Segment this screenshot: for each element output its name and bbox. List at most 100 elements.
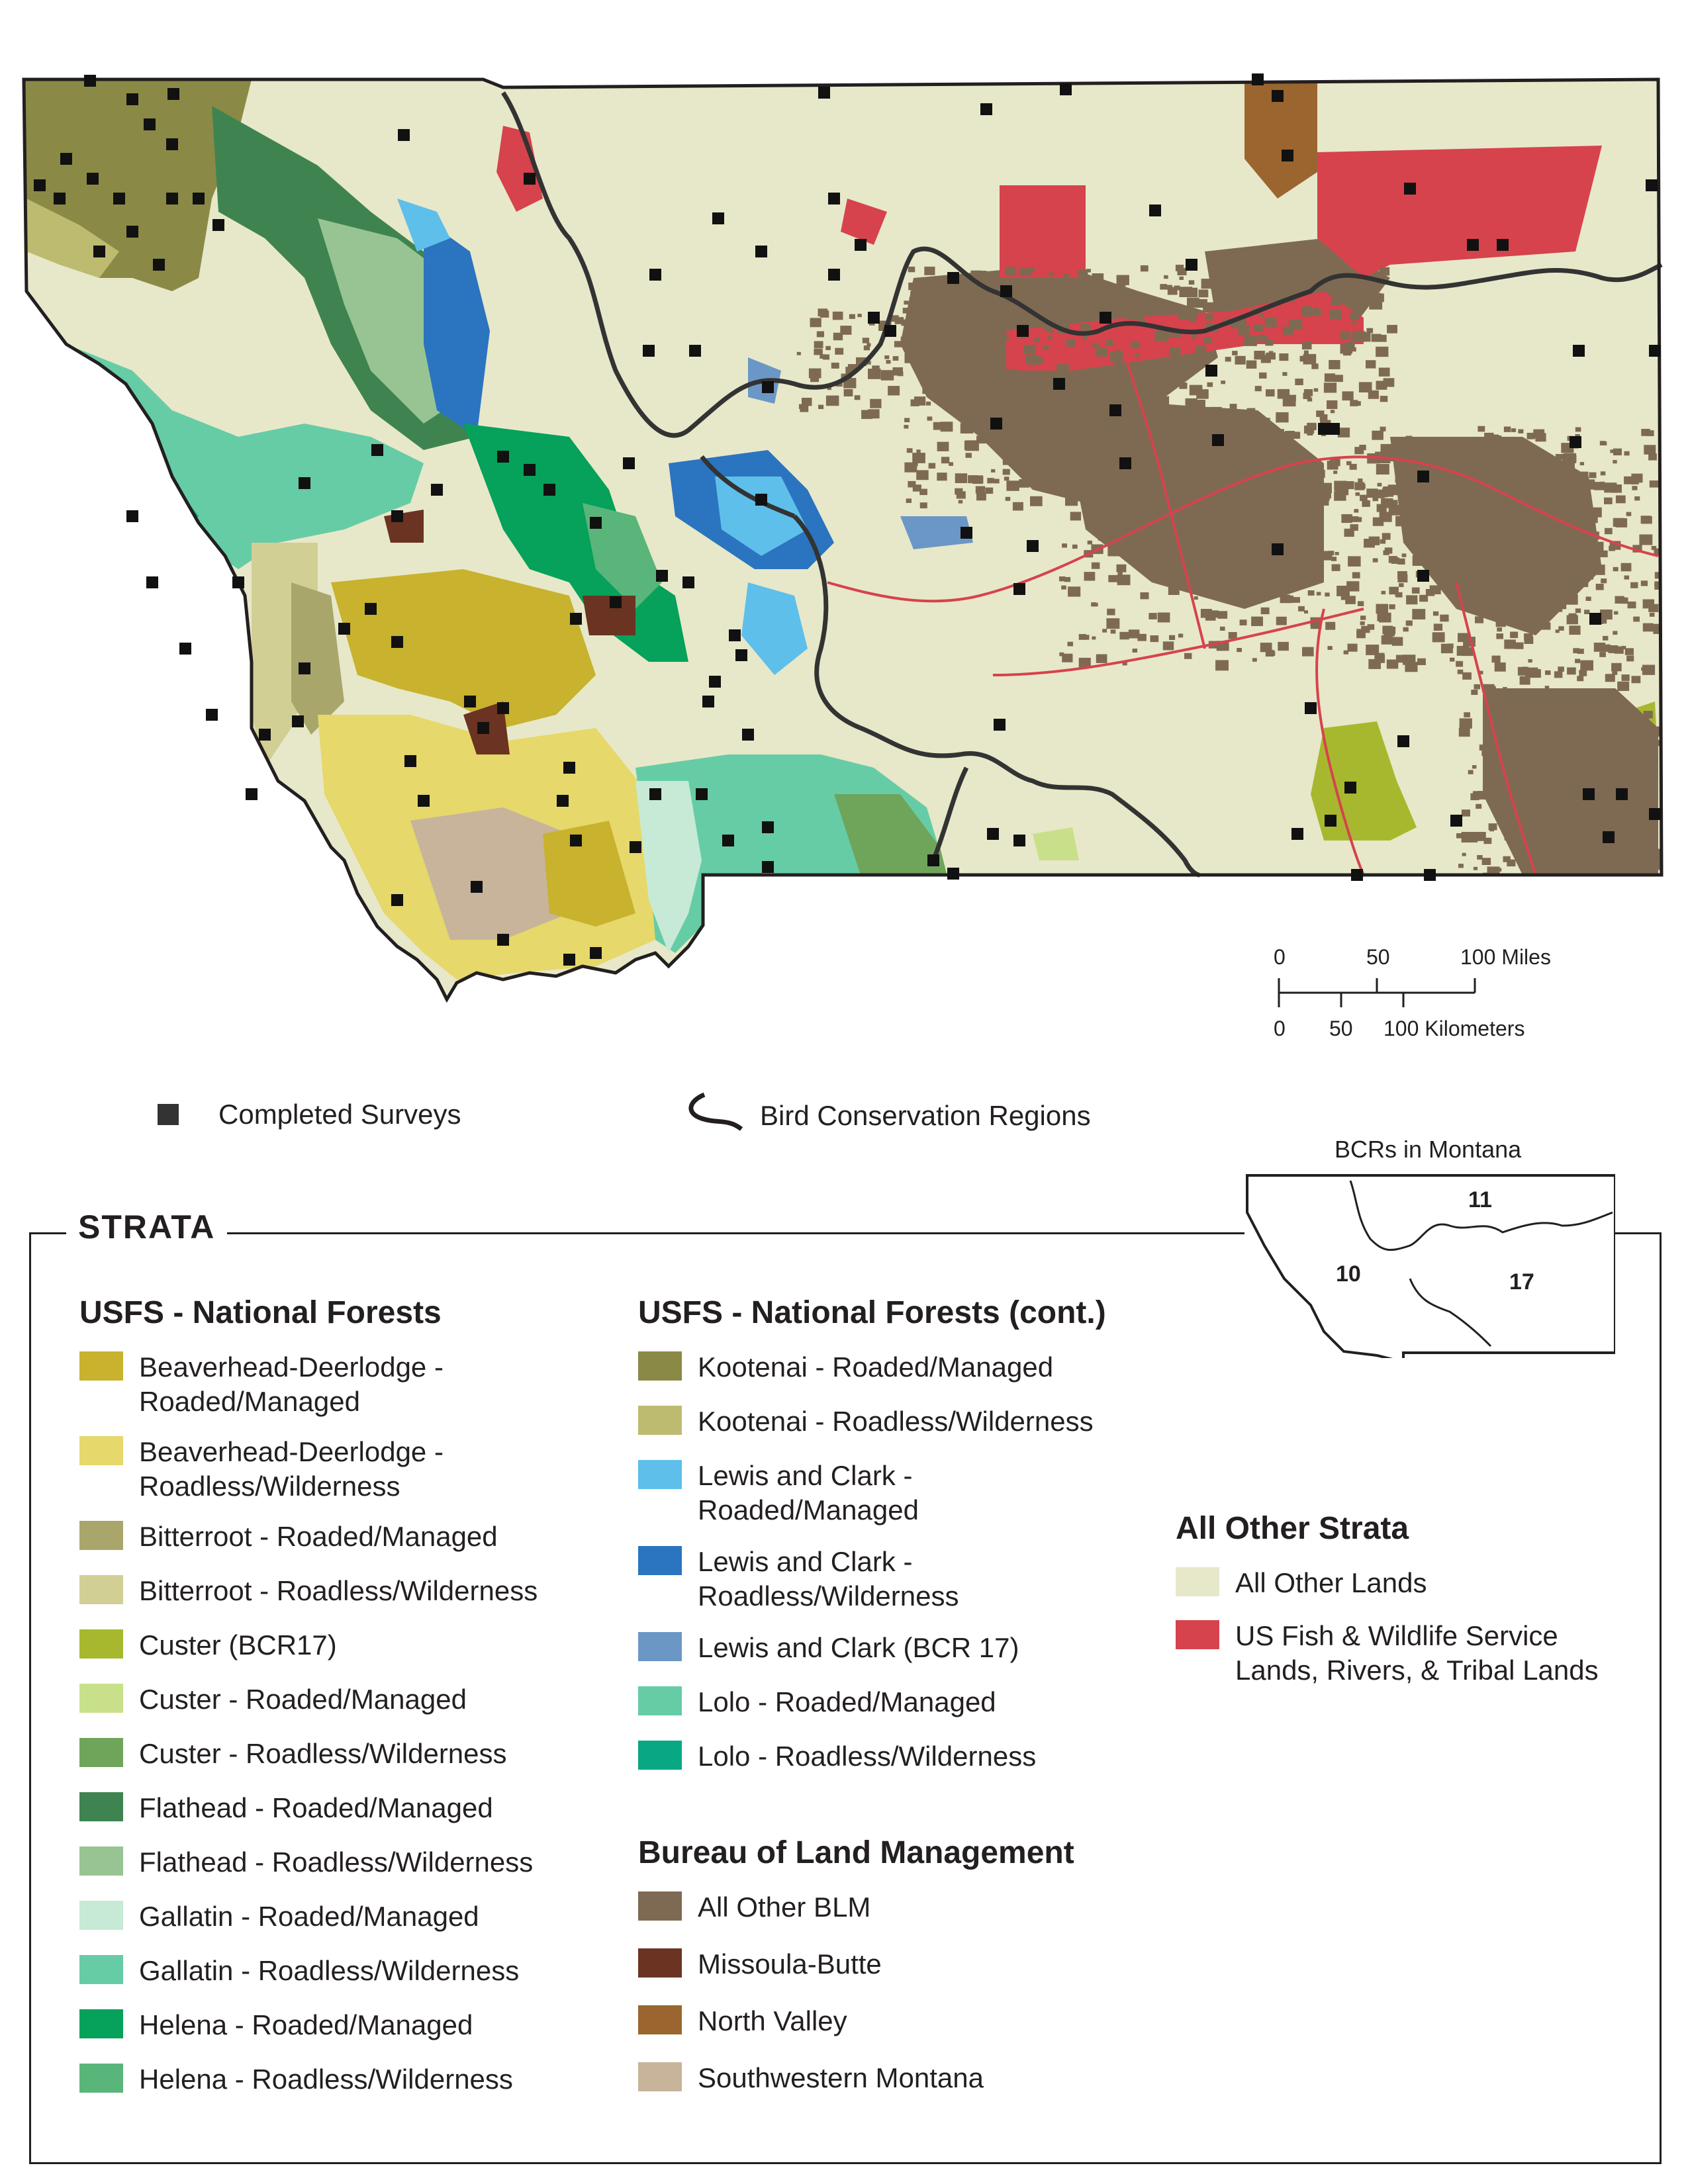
blm-parcel [1062, 653, 1073, 662]
blm-parcel [1266, 418, 1270, 422]
blm-parcel [922, 385, 933, 394]
blm-parcel [1288, 394, 1296, 402]
blm-parcel [1626, 655, 1634, 662]
blm-parcel [1210, 541, 1219, 548]
blm-parcel [916, 470, 929, 480]
blm-parcel [1601, 719, 1608, 725]
blm-parcel [1376, 604, 1388, 614]
blm-parcel [1289, 287, 1297, 295]
survey-marker [1417, 570, 1429, 582]
blm-parcel [1366, 360, 1376, 369]
survey-marker [34, 179, 46, 191]
blm-parcel [1401, 553, 1407, 557]
usfs-cont-heading: USFS - National Forests (cont.) [638, 1295, 1106, 1330]
blm-parcel [1024, 463, 1035, 471]
blm-parcel [1498, 582, 1508, 590]
blm-parcel [1192, 334, 1197, 339]
survey-marker [391, 894, 403, 906]
blm-parcel [909, 297, 916, 302]
blm-parcel [1395, 516, 1409, 527]
blm-parcel [980, 317, 992, 328]
blm-parcel [1029, 447, 1037, 454]
blm-parcel [1389, 586, 1399, 595]
legend-swatch [638, 1351, 682, 1381]
blm-parcel [1377, 653, 1385, 659]
blm-parcel [1061, 585, 1066, 590]
blm-parcel [1078, 657, 1091, 668]
blm-parcel [1613, 764, 1626, 774]
blm-parcel [1287, 494, 1301, 505]
survey-marker [828, 269, 840, 281]
blm-parcel [1642, 599, 1654, 609]
blm-parcel [1335, 277, 1344, 285]
blm-parcel [1403, 627, 1409, 632]
blm-parcel [1128, 629, 1140, 639]
blm-parcel [1491, 434, 1499, 441]
blm-parcel [1487, 752, 1492, 757]
blm-parcel [1213, 475, 1225, 486]
legend-swatch [638, 2005, 682, 2034]
blm-parcel [1166, 489, 1174, 495]
blm-parcel [1091, 316, 1097, 320]
blm-parcel [1044, 324, 1053, 331]
kootenai-roadless-area [26, 199, 119, 278]
blm-parcel [1257, 474, 1270, 484]
blm-parcel [1223, 473, 1232, 480]
blm-parcel [872, 365, 880, 372]
blm-parcel [1504, 755, 1511, 761]
blm-parcel [1177, 355, 1185, 362]
blm-parcel [1548, 821, 1560, 831]
blm-parcel [912, 453, 925, 463]
blm-parcel [1329, 360, 1340, 369]
blm-parcel [958, 297, 966, 304]
blm-parcel [1285, 431, 1295, 439]
blm-parcel [1378, 367, 1390, 377]
blm-parcel [1266, 428, 1279, 439]
survey-marker [590, 517, 602, 529]
blm-parcel [1186, 308, 1197, 317]
blm-parcel [912, 484, 921, 492]
survey-marker [868, 312, 880, 324]
blm-parcel [1630, 582, 1638, 588]
blm-parcel [1311, 363, 1319, 369]
blm-parcel [1576, 508, 1583, 513]
blm-parcel [1268, 269, 1276, 276]
blm-parcel [1652, 740, 1661, 747]
blm-parcel [890, 315, 899, 322]
survey-marker [1583, 788, 1595, 800]
blm-parcel [1235, 355, 1246, 365]
blm-parcel [1598, 732, 1609, 741]
blm-parcel [1092, 343, 1097, 347]
blm-parcel [1355, 492, 1360, 496]
blm-parcel [1577, 649, 1584, 654]
blm-parcel [1576, 705, 1583, 711]
survey-marker [927, 854, 939, 866]
blm-parcel [1654, 848, 1662, 860]
blm-parcel [1198, 543, 1212, 555]
blm-parcel [1608, 645, 1618, 653]
blm-parcel [1604, 497, 1613, 504]
blm-parcel [1497, 627, 1502, 632]
blm-parcel [1563, 725, 1573, 735]
blm-parcel [1562, 561, 1572, 570]
blm-parcel [1431, 529, 1442, 537]
blm-parcel [1567, 667, 1576, 675]
legend-label: Kootenai - Roadless/Wilderness [698, 1404, 1094, 1439]
blm-parcel [1309, 423, 1317, 430]
blm-parcel [1084, 572, 1096, 581]
blm-parcel [1455, 498, 1467, 508]
blm-parcel [831, 362, 839, 369]
blm-parcel [1127, 499, 1135, 506]
blm-parcel [1515, 705, 1525, 713]
blm-parcel [953, 371, 959, 377]
blm-parcel [1325, 621, 1336, 630]
blm-parcel [1350, 347, 1356, 352]
blm-parcel [1195, 345, 1206, 355]
blm-parcel [1038, 298, 1043, 302]
blm-parcel [1246, 360, 1257, 369]
blm-parcel [1195, 400, 1205, 408]
survey-marker [1344, 782, 1356, 794]
gallatin-roaded-area [635, 781, 702, 953]
blm-parcel [1002, 469, 1010, 475]
legend-item: All Other Lands [1176, 1566, 1427, 1600]
